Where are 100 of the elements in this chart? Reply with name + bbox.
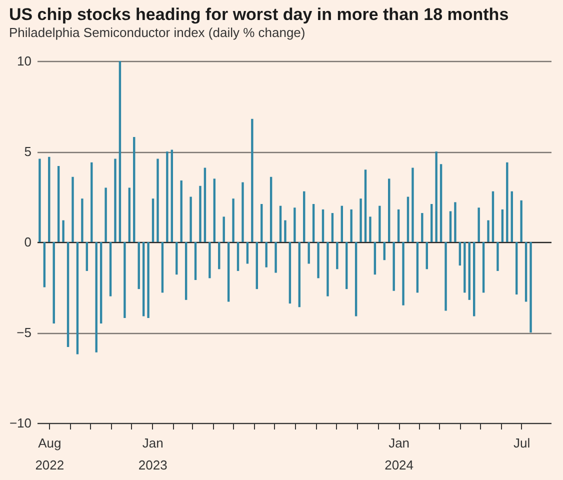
bar xyxy=(303,191,306,242)
bar xyxy=(260,204,263,242)
bar xyxy=(147,242,150,318)
bar xyxy=(288,242,292,304)
bar xyxy=(468,242,470,300)
bar xyxy=(492,191,494,242)
bar xyxy=(279,206,282,242)
bar xyxy=(346,242,348,290)
bar xyxy=(156,158,159,242)
bar xyxy=(114,158,116,242)
bar xyxy=(86,242,88,271)
x-tick-label: Jan 2024 xyxy=(384,436,414,472)
bar xyxy=(294,208,296,242)
bar xyxy=(464,242,466,293)
y-tick-label: 10 xyxy=(17,54,32,68)
y-tick-label: 5 xyxy=(24,144,32,159)
bar xyxy=(487,220,490,242)
bar xyxy=(242,182,244,242)
bar xyxy=(142,242,145,316)
bar xyxy=(510,191,513,242)
bar xyxy=(340,206,343,242)
bar xyxy=(383,242,386,260)
bar xyxy=(138,242,140,290)
bar xyxy=(406,196,410,242)
bar xyxy=(473,242,476,316)
bar xyxy=(180,180,182,242)
bar xyxy=(194,242,197,280)
bar xyxy=(190,196,192,242)
bar xyxy=(421,213,424,242)
bar xyxy=(43,242,46,288)
x-tick-label: Aug 2022 xyxy=(35,436,64,472)
bar xyxy=(506,162,508,242)
bar xyxy=(392,242,395,291)
bar xyxy=(435,152,438,242)
bar xyxy=(66,242,70,347)
bar xyxy=(524,242,528,302)
bar xyxy=(458,242,462,266)
bar xyxy=(530,242,532,332)
bar xyxy=(236,242,240,271)
bar xyxy=(397,209,400,242)
bar xyxy=(251,118,254,242)
chart-subtitle: Philadelphia Semiconductor index (daily % change) xyxy=(8,25,306,40)
bar xyxy=(152,198,154,242)
bar xyxy=(246,242,249,264)
bar xyxy=(426,242,428,270)
bar xyxy=(38,158,41,242)
bar xyxy=(161,242,164,293)
bar xyxy=(133,137,136,242)
bar xyxy=(227,242,230,302)
bar xyxy=(369,216,372,242)
bar xyxy=(354,242,358,316)
bar xyxy=(416,242,419,293)
bar xyxy=(308,242,310,264)
bar xyxy=(199,186,202,242)
bar xyxy=(170,150,174,242)
x-tick-label: Jul xyxy=(514,436,530,450)
bar xyxy=(104,188,107,242)
bar xyxy=(326,242,329,296)
bar xyxy=(265,242,268,268)
bar xyxy=(100,242,102,324)
bar xyxy=(501,209,504,242)
bar xyxy=(317,242,320,278)
bar xyxy=(52,242,55,324)
bar xyxy=(440,164,442,242)
bar xyxy=(478,208,480,242)
bar xyxy=(430,204,433,242)
bar xyxy=(232,198,234,242)
bar xyxy=(218,242,220,270)
y-tick-label: 0 xyxy=(24,234,32,250)
bar xyxy=(176,242,178,275)
bar xyxy=(95,242,98,352)
bar xyxy=(166,152,168,242)
bar xyxy=(388,178,390,242)
bar xyxy=(444,242,447,311)
bar xyxy=(124,242,126,318)
bar xyxy=(72,176,74,242)
bar xyxy=(331,213,334,242)
bar xyxy=(274,242,277,273)
bar xyxy=(184,242,188,300)
bar xyxy=(482,242,485,293)
bar xyxy=(270,176,272,242)
y-tick-label: −10 xyxy=(9,416,32,430)
bar xyxy=(364,170,367,242)
bar xyxy=(208,242,211,278)
bar xyxy=(454,202,456,242)
bar xyxy=(312,204,315,242)
bar xyxy=(496,242,499,271)
bar xyxy=(62,220,64,242)
bar xyxy=(350,209,352,242)
bar xyxy=(374,242,376,275)
bar xyxy=(449,211,452,242)
bar xyxy=(76,242,79,354)
bar xyxy=(109,242,112,296)
bar xyxy=(90,162,93,242)
bar xyxy=(57,166,60,242)
bar xyxy=(322,209,324,242)
bar xyxy=(284,220,286,242)
bar xyxy=(412,168,414,242)
x-tick-label: Jan 2023 xyxy=(138,436,168,472)
bar xyxy=(128,188,131,242)
